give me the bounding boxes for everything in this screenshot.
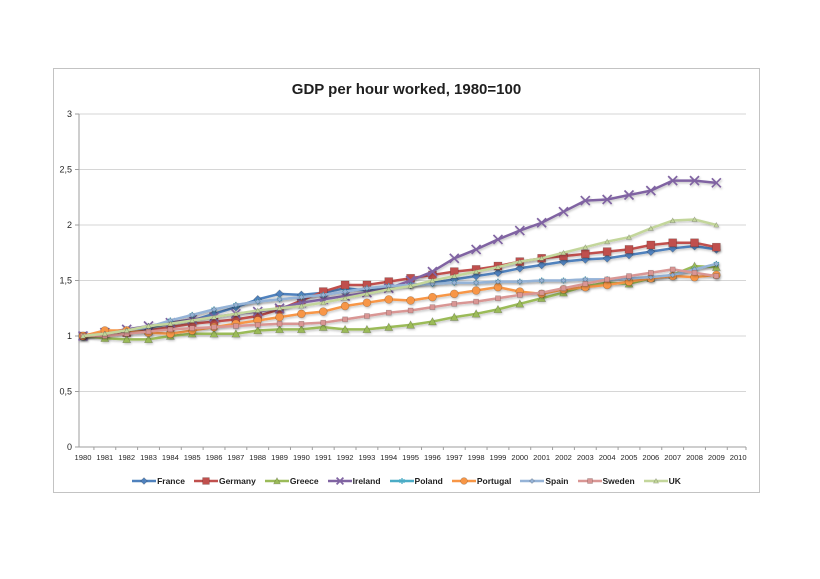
y-axis-label: 3	[67, 109, 72, 119]
legend-label-spain: Spain	[545, 476, 569, 486]
x-axis-label: 2008	[686, 453, 703, 462]
x-axis-label: 1989	[271, 453, 288, 462]
x-axis-label: 2006	[642, 453, 659, 462]
series-line-uk	[81, 218, 718, 338]
legend-swatch-uk	[643, 477, 668, 484]
x-axis-label: 2009	[708, 453, 725, 462]
x-axis-label: 2004	[599, 453, 616, 462]
x-axis-label: 1988	[249, 453, 266, 462]
x-axis-label: 1990	[293, 453, 310, 462]
y-axis-label: 2,5	[59, 165, 72, 175]
legend-label-germany: Germany	[218, 476, 256, 486]
y-axis-label: 0,5	[59, 387, 72, 397]
legend-swatch-poland	[389, 478, 414, 484]
legend-swatch-france	[132, 477, 157, 485]
series-markers-greece	[78, 261, 721, 344]
legend-label-uk: UK	[668, 476, 681, 486]
x-axis-label: 1986	[206, 453, 223, 462]
legend-label-portugal: Portugal	[476, 476, 512, 486]
y-axis-label: 0	[67, 442, 72, 452]
series-ireland	[77, 175, 722, 342]
x-axis-label: 1984	[162, 453, 179, 462]
legend-item-uk: UK	[643, 476, 681, 486]
series-uk	[79, 216, 720, 339]
x-axis-label: 2005	[621, 453, 638, 462]
legend-item-poland: Poland	[389, 476, 443, 486]
legend-item-france: France	[132, 476, 185, 486]
legend-item-portugal: Portugal	[451, 476, 512, 486]
legend-item-greece: Greece	[264, 476, 319, 486]
series-markers-uk	[79, 216, 720, 339]
x-axis-label: 1996	[424, 453, 441, 462]
legend-item-sweden: Sweden	[577, 476, 635, 486]
series-markers-ireland	[77, 175, 722, 342]
x-axis-label: 1981	[96, 453, 113, 462]
x-axis-label: 2010	[730, 453, 747, 462]
legend-swatch-germany	[193, 477, 218, 485]
x-axis-label: 1982	[118, 453, 135, 462]
legend-label-ireland: Ireland	[352, 476, 381, 486]
chart-frame: 0 0,5 1 1,5 2 2,5 3 1980 1981 1982 1983 1984 1985 198…	[53, 68, 760, 493]
x-axis-label: 2002	[555, 453, 572, 462]
y-axis-label: 1	[67, 331, 72, 341]
legend-swatch-portugal	[451, 477, 476, 485]
x-axis-label: 2001	[533, 453, 550, 462]
legend-label-france: France	[157, 476, 185, 486]
x-axis-label: 1994	[380, 453, 397, 462]
x-axis-label: 1997	[446, 453, 463, 462]
x-axis-label: 1995	[402, 453, 419, 462]
x-axis-label: 2007	[664, 453, 681, 462]
x-axis-label: 1987	[227, 453, 244, 462]
x-axis-label: 2003	[577, 453, 594, 462]
chart-legend: France Germany Greece Ireland Poland Portugal…	[54, 472, 759, 490]
legend-label-poland: Poland	[414, 476, 443, 486]
legend-item-ireland: Ireland	[327, 476, 381, 486]
legend-item-spain: Spain	[520, 476, 569, 486]
series-sweden	[80, 266, 720, 339]
series-greece	[78, 261, 721, 344]
legend-item-germany: Germany	[193, 476, 256, 486]
x-axis-label: 1983	[140, 453, 157, 462]
chart-title: GDP per hour worked, 1980=100	[291, 81, 522, 98]
legend-swatch-spain	[520, 478, 545, 484]
legend-swatch-sweden	[577, 478, 602, 484]
x-axis-label: 1992	[337, 453, 354, 462]
legend-swatch-greece	[264, 476, 289, 485]
legend-label-sweden: Sweden	[602, 476, 635, 486]
legend-swatch-ireland	[327, 476, 352, 486]
legend-label-greece: Greece	[289, 476, 319, 486]
x-axis-label: 1999	[490, 453, 507, 462]
x-axis-label: 2000	[511, 453, 528, 462]
x-axis-label: 1985	[184, 453, 201, 462]
series-line-sweden	[81, 268, 718, 338]
x-axis-label: 1993	[358, 453, 375, 462]
x-axis-label: 1991	[315, 453, 332, 462]
y-axis-label: 2	[67, 220, 72, 230]
y-axis-label: 1,5	[59, 276, 72, 286]
plot-svg: 0 0,5 1 1,5 2 2,5 3 1980 1981 1982 1983 1984 1985 198…	[59, 109, 747, 462]
x-axis-label: 1998	[468, 453, 485, 462]
x-axis-label: 1980	[75, 453, 92, 462]
